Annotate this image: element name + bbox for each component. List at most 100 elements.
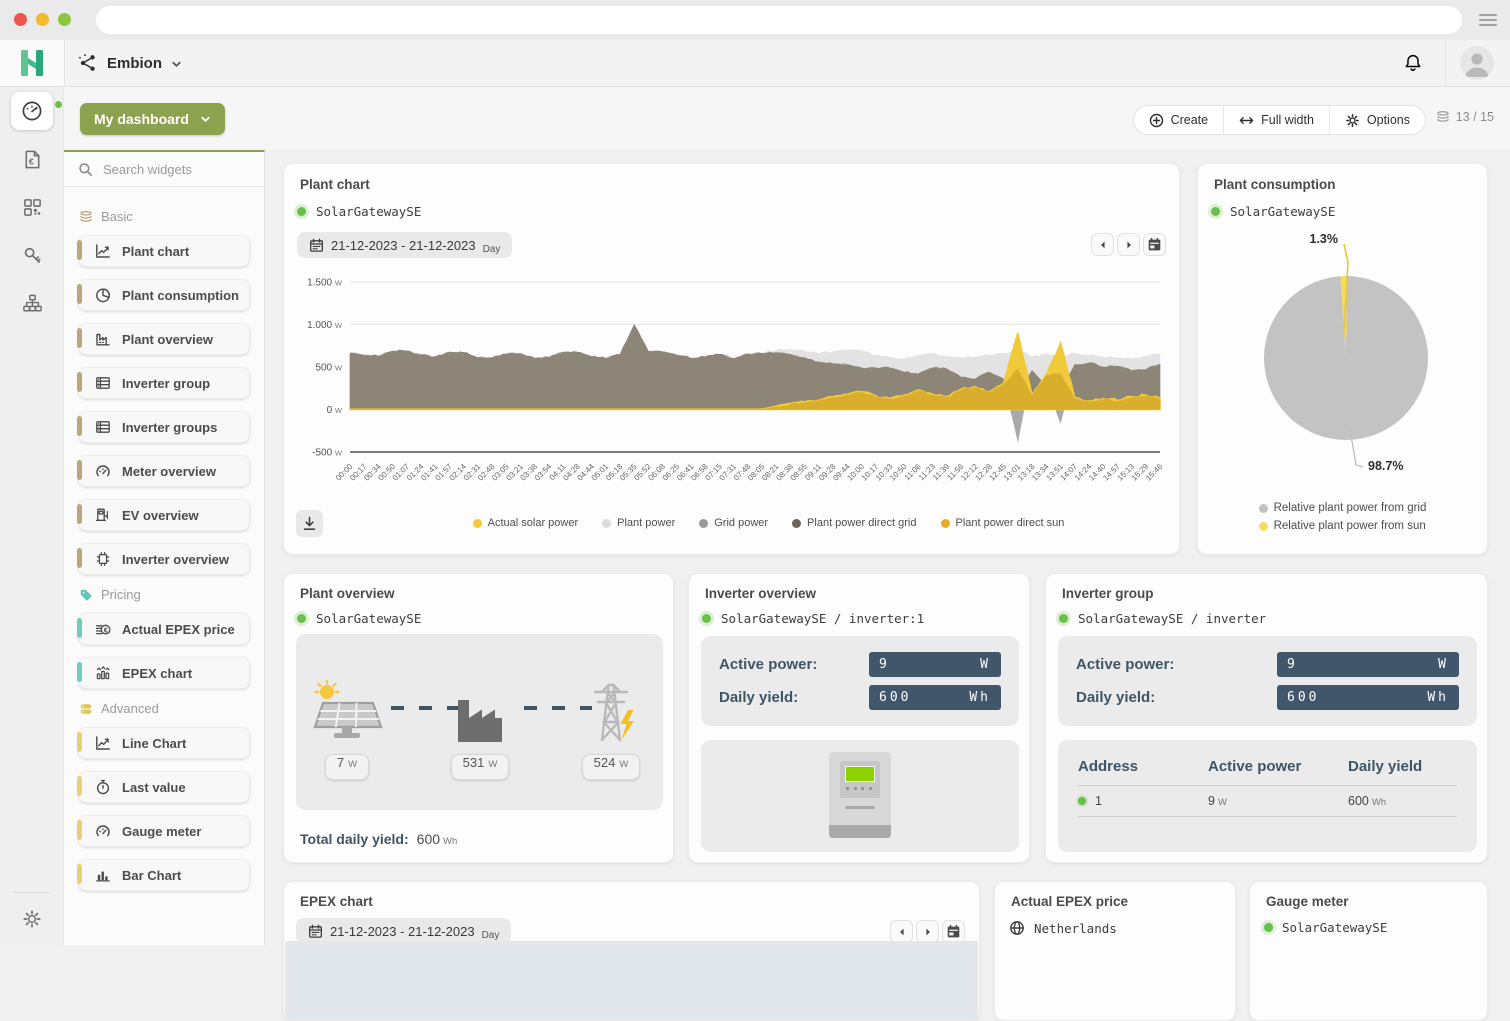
search-input[interactable]	[101, 160, 245, 178]
logo-h-icon	[17, 48, 47, 78]
date-range-picker[interactable]: 21-12-2023 - 21-12-2023 Day	[297, 232, 513, 258]
traffic-light-zoom[interactable]	[58, 13, 71, 26]
prev-period-button[interactable]	[890, 920, 913, 943]
widget-item-plant-overview[interactable]: Plant overview	[77, 323, 250, 355]
device-row: SolarGatewaySE	[1211, 204, 1335, 219]
active-indicator-dot	[55, 101, 62, 108]
node-value-chip: 531 W	[450, 754, 510, 780]
gauge-icon	[95, 823, 111, 839]
widget-item-last-value[interactable]: Last value	[77, 771, 250, 803]
dashboard-toolbar: My dashboard Create Full width Options 1…	[64, 87, 1510, 150]
widget-title: EPEX chart	[300, 894, 373, 909]
options-button[interactable]: Options	[1328, 106, 1425, 134]
value-box: 600 Wh	[869, 685, 1001, 710]
widget-section-basic: Basic Plant chart Plant consumption Plan…	[77, 209, 250, 575]
widget-item-plant-consumption[interactable]: Plant consumption	[77, 279, 250, 311]
caret-left-icon	[1098, 240, 1108, 250]
widget-item-label: Plant consumption	[122, 287, 239, 303]
today-button[interactable]	[1143, 233, 1166, 256]
download-icon	[301, 515, 318, 532]
device-name: SolarGatewaySE	[316, 204, 422, 219]
calendar-today-icon	[1147, 237, 1162, 252]
nav-rail-item-billing[interactable]: €	[0, 135, 64, 183]
nav-rail-item-settings[interactable]	[0, 909, 64, 929]
widget-item-actual-epex-price[interactable]: € Actual EPEX price	[77, 613, 250, 645]
legend-item-grid-power[interactable]: Grid power	[699, 517, 768, 529]
legend-item-plant-power-direct-grid[interactable]: Plant power direct grid	[792, 517, 917, 529]
user-avatar[interactable]	[1460, 46, 1494, 80]
legend-dot	[940, 518, 950, 528]
widget-item-line-chart[interactable]: Line Chart	[77, 727, 250, 759]
widget-item-label: Line Chart	[122, 735, 187, 751]
kv-row-daily-yield-: Daily yield: 600 Wh	[1076, 685, 1459, 710]
kv-row-active-power-: Active power: 9 W	[719, 652, 1001, 677]
widget-item-inverter-group[interactable]: Inverter group	[77, 367, 250, 399]
svg-text:€: €	[104, 625, 109, 634]
legend-item-relative-plant-power-from-grid[interactable]: Relative plant power from grid	[1258, 502, 1426, 514]
legend-item-plant-power[interactable]: Plant power	[602, 517, 675, 529]
table-list-icon	[95, 419, 111, 435]
inverter-table: Address Active power Daily yield 1 9 W 6…	[1078, 752, 1457, 817]
traffic-light-minimize[interactable]	[36, 13, 49, 26]
widget-item-bar-chart[interactable]: Bar Chart	[77, 859, 250, 891]
nav-rail-item-widgets[interactable]	[0, 183, 64, 231]
notifications-bell-icon[interactable]	[1402, 52, 1424, 74]
actual-epex-price-widget: Actual EPEX price Netherlands	[994, 881, 1236, 1021]
widget-item-meter-overview[interactable]: Meter overview	[77, 455, 250, 487]
nav-rail-item-access-keys[interactable]	[0, 231, 64, 279]
next-period-button[interactable]	[916, 920, 939, 943]
status-dot	[297, 614, 306, 623]
share-network-icon	[78, 53, 98, 73]
region-row: Netherlands	[1009, 920, 1117, 936]
device-row: SolarGatewaySE / inverter	[1059, 611, 1266, 626]
widget-item-plant-chart[interactable]: Plant chart	[77, 235, 250, 267]
browser-menu-icon[interactable]	[1478, 12, 1498, 28]
widget-item-epex-chart[interactable]: EPEX chart	[77, 657, 250, 689]
stopwatch-icon	[95, 779, 111, 795]
full-width-button[interactable]: Full width	[1223, 106, 1329, 134]
inverter-group-widget: Inverter group SolarGatewaySE / inverter…	[1045, 573, 1488, 863]
ev-charger-icon	[95, 507, 111, 523]
traffic-light-close[interactable]	[14, 13, 27, 26]
inverter-illustration	[829, 752, 891, 838]
prev-period-button[interactable]	[1091, 233, 1114, 256]
legend-item-relative-plant-power-from-sun[interactable]: Relative plant power from sun	[1258, 520, 1426, 532]
flow-connector	[524, 706, 592, 710]
device-row: SolarGatewaySE	[1264, 920, 1387, 935]
energy-flow-panel: 7 W 531 W 524 W	[296, 634, 663, 810]
status-dot	[1078, 797, 1086, 805]
plant-chart-widget: Plant chart SolarGatewaySE 21-12-2023 - …	[283, 163, 1180, 555]
widget-item-inverter-groups[interactable]: Inverter groups	[77, 411, 250, 443]
date-range-picker[interactable]: 21-12-2023 - 21-12-2023 Day	[296, 918, 512, 944]
key-icon	[22, 245, 43, 266]
legend-item-plant-power-direct-sun[interactable]: Plant power direct sun	[940, 517, 1064, 529]
plus-circle-icon	[1149, 113, 1164, 128]
svg-text:500 W: 500 W	[315, 363, 342, 374]
rail-divider	[13, 892, 50, 893]
caret-right-icon	[923, 927, 933, 937]
epex-bars-icon	[95, 665, 111, 681]
download-chart-button[interactable]	[296, 510, 323, 537]
nav-rail-item-dashboard[interactable]	[0, 87, 64, 135]
org-name: Embion	[107, 54, 162, 72]
dashboard-selector-button[interactable]: My dashboard	[80, 103, 225, 135]
app-logo[interactable]	[0, 40, 65, 86]
org-switcher[interactable]: Embion	[78, 40, 182, 86]
inverter-image-panel	[701, 740, 1019, 852]
today-button[interactable]	[942, 920, 965, 943]
toolbar-button-group: Create Full width Options	[1132, 105, 1426, 135]
nav-rail-item-organization[interactable]	[0, 279, 64, 327]
widget-item-ev-overview[interactable]: EV overview	[77, 499, 250, 531]
widget-item-label: Plant chart	[122, 243, 190, 259]
table-row: 1 9 W 600 Wh	[1078, 786, 1457, 816]
browser-url-bar[interactable]	[96, 6, 1462, 34]
widget-item-label: Meter overview	[122, 463, 216, 479]
create-button[interactable]: Create	[1134, 106, 1224, 134]
consumption-pie-chart[interactable]	[1264, 276, 1428, 440]
table-header-row: Address Active power Daily yield	[1078, 758, 1423, 775]
widget-item-gauge-meter[interactable]: Gauge meter	[77, 815, 250, 847]
next-period-button[interactable]	[1117, 233, 1140, 256]
widget-item-inverter-overview[interactable]: Inverter overview	[77, 543, 250, 575]
legend-item-actual-solar-power[interactable]: Actual solar power	[472, 517, 578, 529]
